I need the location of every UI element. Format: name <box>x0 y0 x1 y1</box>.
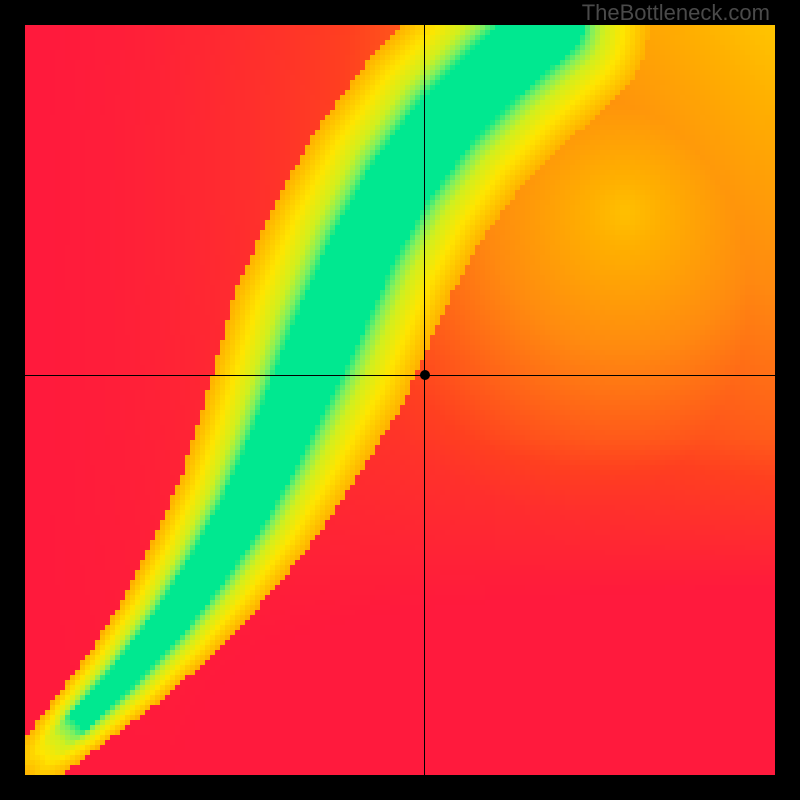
frame-left <box>0 0 25 800</box>
crosshair-vertical-line <box>424 25 425 775</box>
watermark-text: TheBottleneck.com <box>582 0 770 26</box>
crosshair-dot <box>420 370 430 380</box>
bottleneck-heatmap <box>25 25 775 775</box>
crosshair-horizontal-line <box>25 375 775 376</box>
frame-right <box>775 0 800 800</box>
frame-bottom <box>0 775 800 800</box>
